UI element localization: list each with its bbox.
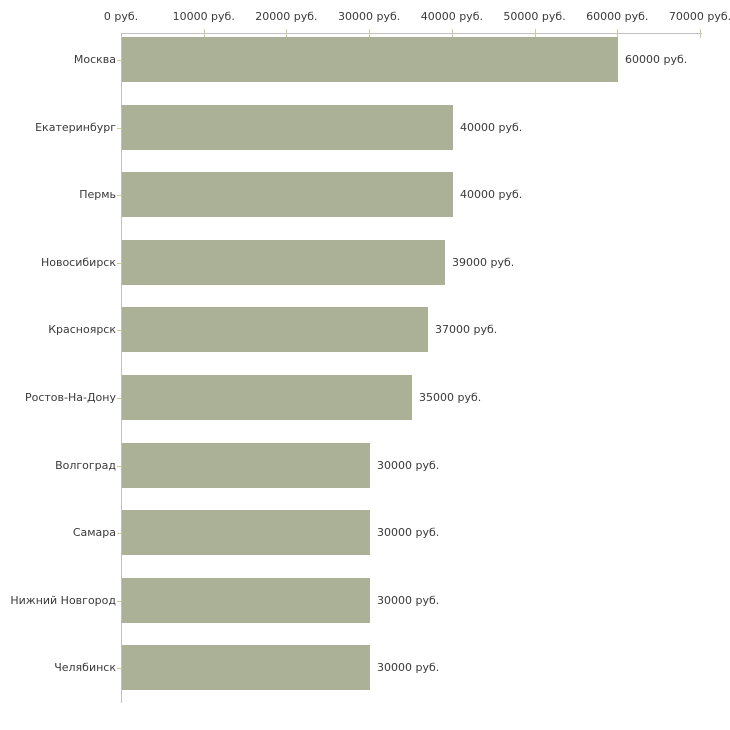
value-label: 30000 руб. bbox=[377, 594, 440, 607]
category-label: Екатеринбург bbox=[35, 121, 116, 134]
x-axis-tick bbox=[452, 29, 453, 38]
x-axis-tick bbox=[286, 29, 287, 38]
value-label: 40000 руб. bbox=[460, 121, 523, 134]
y-axis-tick bbox=[117, 263, 121, 264]
bar bbox=[122, 240, 445, 285]
x-axis-tick bbox=[700, 29, 701, 38]
bar bbox=[122, 375, 412, 420]
y-axis-tick bbox=[117, 668, 121, 669]
x-axis-tick bbox=[369, 29, 370, 38]
x-axis-tick-label: 70000 руб. bbox=[668, 10, 730, 23]
category-label: Нижний Новгород bbox=[10, 594, 116, 607]
y-axis-tick bbox=[117, 60, 121, 61]
bar bbox=[122, 578, 370, 623]
bar bbox=[122, 172, 453, 217]
x-axis-tick bbox=[617, 29, 618, 38]
value-label: 35000 руб. bbox=[419, 391, 482, 404]
value-label: 30000 руб. bbox=[377, 661, 440, 674]
x-axis-tick-label: 0 руб. bbox=[103, 10, 139, 23]
x-axis-tick bbox=[204, 29, 205, 38]
value-label: 37000 руб. bbox=[435, 323, 498, 336]
bar bbox=[122, 645, 370, 690]
x-axis-tick-label: 40000 руб. bbox=[420, 10, 483, 23]
category-label: Москва bbox=[73, 53, 116, 66]
x-axis-line bbox=[121, 33, 702, 34]
y-axis-tick bbox=[117, 466, 121, 467]
value-label: 40000 руб. bbox=[460, 188, 523, 201]
x-axis-tick-label: 10000 руб. bbox=[172, 10, 235, 23]
category-label: Пермь bbox=[79, 188, 116, 201]
value-label: 39000 руб. bbox=[452, 256, 515, 269]
x-axis-tick-label: 50000 руб. bbox=[503, 10, 566, 23]
y-axis-tick bbox=[117, 195, 121, 196]
value-label: 60000 руб. bbox=[625, 53, 688, 66]
category-label: Ростов-На-Дону bbox=[24, 391, 116, 404]
x-axis-tick-label: 60000 руб. bbox=[586, 10, 649, 23]
value-label: 30000 руб. bbox=[377, 526, 440, 539]
x-axis-tick bbox=[535, 29, 536, 38]
bar bbox=[122, 37, 618, 82]
y-axis-tick bbox=[117, 601, 121, 602]
y-axis-tick bbox=[117, 398, 121, 399]
category-label: Волгоград bbox=[55, 459, 116, 472]
y-axis-tick bbox=[117, 330, 121, 331]
x-axis-tick-label: 30000 руб. bbox=[338, 10, 401, 23]
bar bbox=[122, 105, 453, 150]
bar bbox=[122, 443, 370, 488]
category-label: Самара bbox=[72, 526, 116, 539]
y-axis-tick bbox=[117, 533, 121, 534]
bar bbox=[122, 307, 428, 352]
y-axis-tick bbox=[117, 128, 121, 129]
category-label: Красноярск bbox=[48, 323, 116, 336]
category-label: Челябинск bbox=[54, 661, 116, 674]
bar bbox=[122, 510, 370, 555]
value-label: 30000 руб. bbox=[377, 459, 440, 472]
y-axis-line bbox=[121, 33, 122, 703]
x-axis-tick-label: 20000 руб. bbox=[255, 10, 318, 23]
category-label: Новосибирск bbox=[40, 256, 116, 269]
